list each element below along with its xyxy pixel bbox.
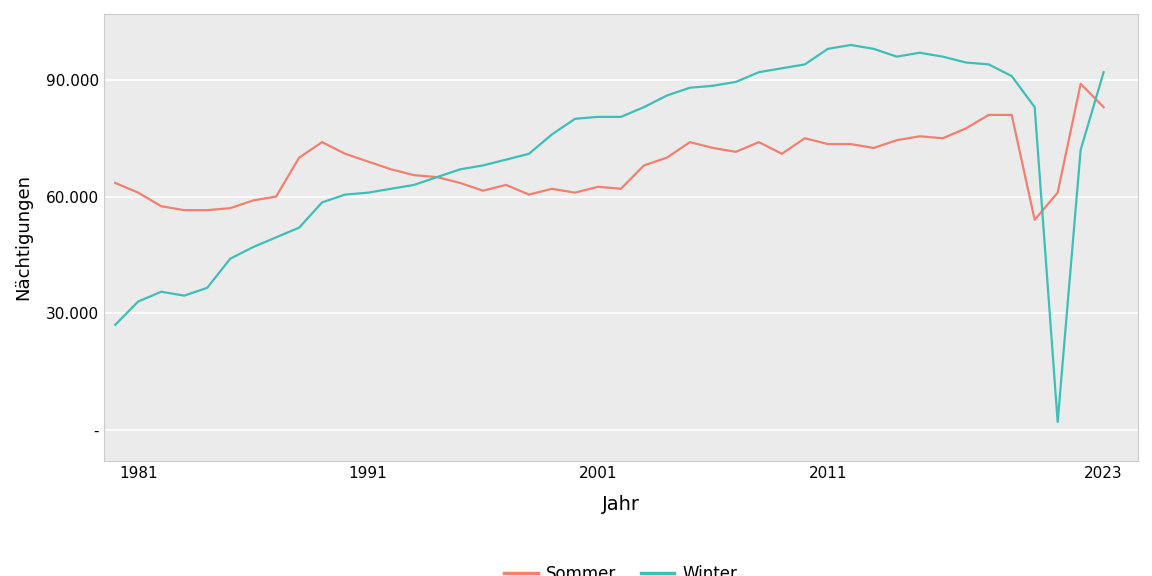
- Sommer: [339, 150, 353, 157]
- Sommer: [545, 185, 559, 192]
- Sommer: [1005, 112, 1018, 119]
- Sommer: [798, 135, 812, 142]
- Winter: [1074, 146, 1087, 153]
- Sommer: [384, 166, 397, 173]
- Sommer: [706, 145, 720, 151]
- Sommer: [270, 193, 283, 200]
- Sommer: [1051, 189, 1064, 196]
- Winter: [131, 298, 145, 305]
- Sommer: [866, 145, 880, 151]
- Sommer: [1028, 217, 1041, 223]
- Winter: [866, 46, 880, 52]
- Sommer: [362, 158, 376, 165]
- Sommer: [982, 112, 995, 119]
- Winter: [316, 199, 329, 206]
- Winter: [499, 156, 513, 163]
- Winter: [637, 104, 651, 111]
- Winter: [889, 53, 903, 60]
- Sommer: [729, 149, 743, 156]
- Sommer: [844, 141, 858, 147]
- Winter: [1028, 104, 1041, 111]
- Sommer: [889, 137, 903, 143]
- Sommer: [316, 139, 329, 146]
- Sommer: [200, 207, 214, 214]
- Winter: [247, 244, 260, 251]
- Winter: [591, 113, 605, 120]
- Winter: [476, 162, 490, 169]
- Y-axis label: Nächtigungen: Nächtigungen: [14, 175, 32, 300]
- Winter: [982, 61, 995, 68]
- Sommer: [177, 207, 191, 214]
- Sommer: [476, 187, 490, 194]
- Winter: [522, 150, 536, 157]
- Winter: [798, 61, 812, 68]
- Winter: [407, 181, 420, 188]
- Winter: [362, 189, 376, 196]
- Winter: [200, 285, 214, 291]
- Sommer: [293, 154, 306, 161]
- Winter: [545, 131, 559, 138]
- Winter: [1005, 73, 1018, 79]
- Sommer: [131, 189, 145, 196]
- Winter: [177, 292, 191, 299]
- Sommer: [935, 135, 949, 142]
- Winter: [384, 185, 397, 192]
- Line: Winter: Winter: [115, 45, 1104, 422]
- Sommer: [637, 162, 651, 169]
- Winter: [293, 224, 306, 231]
- Winter: [844, 41, 858, 48]
- Sommer: [430, 173, 444, 180]
- Winter: [752, 69, 766, 75]
- Winter: [1097, 69, 1111, 75]
- Sommer: [821, 141, 835, 147]
- Winter: [108, 321, 122, 328]
- Sommer: [752, 139, 766, 146]
- Sommer: [683, 139, 697, 146]
- Legend: Sommer, Winter: Sommer, Winter: [498, 559, 744, 576]
- Sommer: [154, 203, 168, 210]
- X-axis label: Jahr: Jahr: [602, 495, 641, 514]
- Sommer: [912, 133, 926, 140]
- Winter: [270, 234, 283, 241]
- Sommer: [1097, 104, 1111, 111]
- Winter: [660, 92, 674, 99]
- Sommer: [591, 183, 605, 190]
- Sommer: [660, 154, 674, 161]
- Sommer: [223, 204, 237, 211]
- Winter: [568, 115, 582, 122]
- Winter: [935, 53, 949, 60]
- Sommer: [568, 189, 582, 196]
- Winter: [154, 289, 168, 295]
- Winter: [821, 46, 835, 52]
- Sommer: [453, 180, 467, 187]
- Sommer: [499, 181, 513, 188]
- Sommer: [247, 197, 260, 204]
- Sommer: [522, 191, 536, 198]
- Sommer: [407, 172, 420, 179]
- Winter: [912, 50, 926, 56]
- Winter: [775, 65, 789, 72]
- Sommer: [1074, 81, 1087, 88]
- Winter: [683, 84, 697, 91]
- Sommer: [108, 180, 122, 187]
- Winter: [729, 78, 743, 85]
- Sommer: [958, 125, 972, 132]
- Winter: [430, 173, 444, 180]
- Winter: [614, 113, 628, 120]
- Winter: [706, 82, 720, 89]
- Sommer: [775, 150, 789, 157]
- Winter: [339, 191, 353, 198]
- Winter: [958, 59, 972, 66]
- Winter: [453, 166, 467, 173]
- Line: Sommer: Sommer: [115, 84, 1104, 220]
- Winter: [223, 255, 237, 262]
- Winter: [1051, 419, 1064, 426]
- Sommer: [614, 185, 628, 192]
